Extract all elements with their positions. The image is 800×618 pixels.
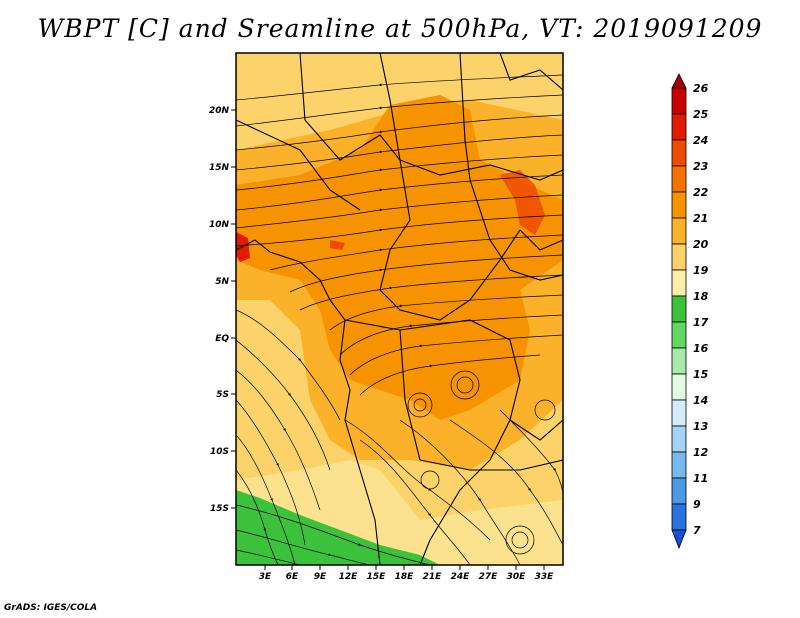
colorbar-label: 14 <box>693 394 708 407</box>
colorbar-swatch <box>671 139 687 167</box>
colorbar-swatch <box>671 269 687 297</box>
colorbar-label: 15 <box>693 368 709 381</box>
region-23-mid <box>330 240 345 250</box>
colorbar-swatch <box>671 425 687 453</box>
colorbar-label: 17 <box>693 316 709 329</box>
map-plot-area <box>236 53 563 565</box>
region-23-east <box>500 170 545 235</box>
colorbar: 26 25 24 23 22 21 20 19 18 17 16 15 14 13 12 11 9 7 <box>671 73 709 550</box>
colorbar-label: 24 <box>693 134 708 147</box>
region-22 <box>236 95 563 420</box>
colorbar-swatch <box>671 451 687 479</box>
lon-label: 21E <box>423 572 443 582</box>
colorbar-label: 20 <box>693 238 709 251</box>
lat-label: 5N <box>215 277 229 287</box>
colorbar-swatch <box>671 113 687 141</box>
lon-label: 6E <box>286 572 299 582</box>
colorbar-swatch <box>671 191 687 219</box>
region-23-west <box>236 232 250 262</box>
lon-label: 3E <box>259 572 272 582</box>
colorbar-label: 7 <box>693 524 701 537</box>
lon-label: 18E <box>395 572 415 582</box>
colorbar-bottom-arrow <box>671 529 687 550</box>
lon-label: 33E <box>535 572 555 582</box>
colorbar-label: 25 <box>693 108 709 121</box>
lon-axis <box>264 565 545 570</box>
lon-label: 12E <box>339 572 359 582</box>
lat-labels: 20N 15N 10N 5N EQ 5S 10S 15S <box>209 106 230 514</box>
colorbar-swatch <box>671 243 687 271</box>
colorbar-swatch <box>671 87 687 115</box>
colorbar-top-arrow <box>671 73 687 89</box>
lon-label: 15E <box>367 572 387 582</box>
colorbar-swatch <box>671 217 687 245</box>
colorbar-swatch <box>671 347 687 375</box>
lat-label: 5S <box>216 390 229 400</box>
lat-label: 15N <box>209 163 230 173</box>
lon-label: 9E <box>314 572 327 582</box>
streamlines <box>236 74 563 565</box>
lat-label: 15S <box>210 504 229 514</box>
colorbar-label: 19 <box>693 264 709 277</box>
lon-labels: 3E 6E 9E 12E 15E 18E 21E 24E 27E 30E 33E <box>259 572 554 582</box>
colorbar-label: 18 <box>693 290 709 303</box>
lat-label: 10N <box>209 220 230 230</box>
lon-label: 30E <box>507 572 527 582</box>
colorbar-label: 13 <box>693 420 709 433</box>
credit-text: GrADS: IGES/COLA <box>4 603 98 613</box>
colorbar-label: 21 <box>693 212 708 225</box>
colorbar-swatch <box>671 295 687 323</box>
colorbar-label: 11 <box>693 472 708 485</box>
colorbar-label: 23 <box>693 160 709 173</box>
plot-frame <box>235 52 564 566</box>
region-18-green <box>236 490 440 565</box>
colorbar-label: 9 <box>693 498 701 511</box>
colorbar-label: 16 <box>693 342 709 355</box>
lat-label: 10S <box>210 447 229 457</box>
colorbar-swatch <box>671 165 687 193</box>
colorbar-label: 26 <box>693 82 709 95</box>
lat-axis <box>231 109 236 509</box>
colorbar-swatch <box>671 503 687 531</box>
chart-title: WBPT [C] and Sreamline at 500hPa, VT: 20… <box>37 14 763 43</box>
lat-label: 20N <box>209 106 230 116</box>
colorbar-swatch <box>671 321 687 349</box>
lon-label: 27E <box>479 572 499 582</box>
lat-label: EQ <box>215 334 229 344</box>
colorbar-swatch <box>671 373 687 401</box>
colorbar-swatch <box>671 477 687 505</box>
lon-label: 24E <box>451 572 471 582</box>
colorbar-label: 12 <box>693 446 709 459</box>
colorbar-label: 22 <box>693 186 709 199</box>
colorbar-swatch <box>671 399 687 427</box>
